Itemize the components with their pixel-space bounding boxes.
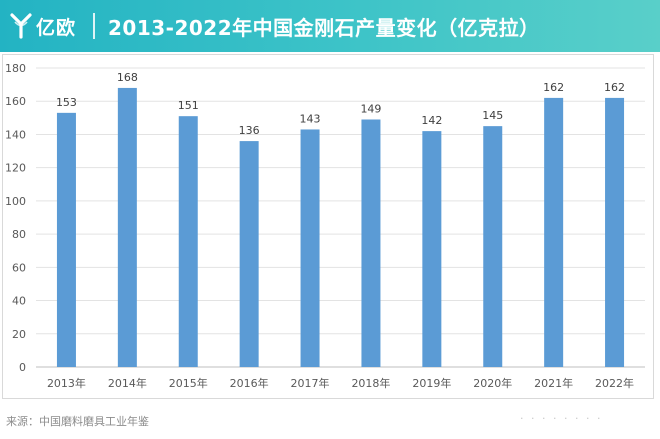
bar [56,112,76,367]
logo-text: 亿欧 [36,16,77,39]
data-label: 145 [482,109,503,122]
bar [544,97,564,368]
x-tick-label: 2019年 [412,376,451,390]
y-tick-label: 100 [5,195,26,208]
y-tick-label: 40 [12,295,26,308]
y-tick-label: 20 [12,328,26,341]
bar [178,116,198,367]
header-divider [93,13,95,39]
data-label: 162 [543,81,564,94]
y-tick-label: 140 [5,128,26,141]
x-tick-label: 2015年 [169,376,208,390]
header-banner: 亿欧 2013-2022年中国金刚石产量变化（亿克拉） [0,0,660,52]
x-tick-label: 2018年 [351,376,390,390]
x-tick-label: 2016年 [230,376,269,390]
data-label: 142 [421,114,442,127]
data-label: 143 [300,112,321,125]
bar-chart: 0 20 40 60 80 100 120 140 160 180 153 2013年 168 2014年… [5,62,645,390]
data-label: 151 [178,99,199,112]
data-label: 136 [239,124,260,137]
data-label: 168 [117,71,138,84]
data-label: 162 [604,81,625,94]
y-tick-label: 180 [5,62,26,75]
y-tick-label: 0 [19,361,26,374]
chart-frame [2,54,654,399]
bar [422,131,442,367]
data-label: 153 [56,96,77,109]
x-tick-label: 2022年 [595,376,634,390]
logo-mark-icon [10,13,32,39]
x-tick-label: 2017年 [291,376,330,390]
page-title: 2013-2022年中国金刚石产量变化（亿克拉） [108,16,540,40]
bar [483,126,503,367]
y-tick-label: 120 [5,162,26,175]
watermark-dots-icon: · · · · · · · · [520,412,603,425]
x-tick-label: 2014年 [108,376,147,390]
y-tick-label: 160 [5,95,26,108]
x-tick-label: 2020年 [473,376,512,390]
x-tick-label: 2013年 [47,376,86,390]
bar [300,129,320,367]
bar [239,141,259,367]
logo: 亿欧 [10,13,76,39]
bar [117,87,137,367]
y-tick-label: 80 [12,228,26,241]
x-tick-label: 2021年 [534,376,573,390]
y-tick-label: 60 [12,261,26,274]
data-label: 149 [360,102,381,115]
source-note: 来源：中国磨料磨具工业年鉴 [6,415,149,428]
bar [361,119,381,367]
bar [605,97,625,368]
